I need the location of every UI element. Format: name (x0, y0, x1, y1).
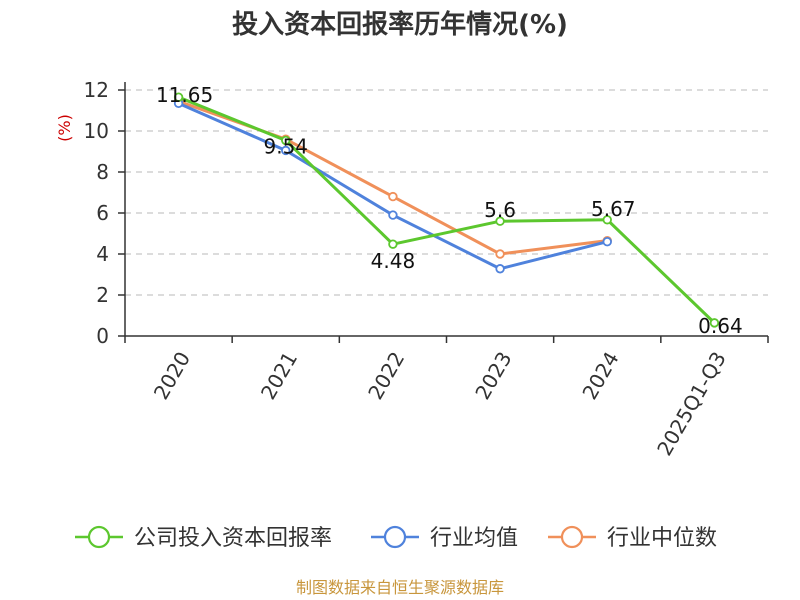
y-tick-label: 8 (96, 160, 109, 184)
legend-label: 公司投入资本回报率 (134, 526, 332, 551)
series-point-0 (281, 135, 291, 146)
legend-swatch-marker (87, 525, 111, 549)
y-tick-label: 10 (84, 119, 109, 143)
data-labels: 11.65 9.54 4.48 5.6 5.67 0.64 (156, 83, 743, 338)
x-tick-label: 2020 (149, 348, 195, 404)
x-tick-label: 2021 (256, 348, 302, 404)
y-tick-label: 0 (96, 324, 109, 348)
series-point-1 (281, 145, 291, 156)
series-layer (173, 92, 720, 328)
legend-item-1[interactable]: 行业均值 (371, 525, 518, 551)
series-point-0 (495, 216, 505, 226)
data-label: 9.54 (263, 134, 308, 158)
y-tick-label: 6 (96, 201, 109, 225)
legend-label: 行业中位数 (607, 526, 717, 551)
axes (118, 82, 769, 343)
data-label: 5.67 (591, 197, 636, 221)
y-axis-title: (%) (55, 114, 74, 142)
series-point-2 (388, 191, 398, 202)
legend-swatch-marker (383, 525, 407, 549)
series-point-1 (388, 210, 398, 220)
x-tick-label: 2024 (577, 348, 623, 404)
series-point-0 (709, 318, 720, 328)
y-tick-label: 4 (96, 242, 109, 266)
data-label: 0.64 (698, 314, 743, 338)
x-tick-labels: 2020 2021 2022 2023 2024 2025Q1-Q3 (149, 348, 731, 460)
series-line-0 (178, 95, 716, 324)
x-tick-label: 2023 (470, 348, 516, 404)
series-point-0 (173, 92, 184, 102)
y-tick-labels: 0 2 4 6 8 10 12 (84, 78, 109, 348)
series-point-0 (602, 215, 612, 225)
legend[interactable]: 公司投入资本回报率 行业均值 行业中位数 (75, 525, 717, 551)
gridlines (125, 89, 768, 296)
y-tick-label: 2 (96, 283, 109, 307)
data-label: 11.65 (156, 83, 213, 107)
chart-title: 投入资本回报率历年情况(%) (232, 9, 568, 40)
x-tick-label: 2025Q1-Q3 (652, 348, 731, 460)
data-label: 5.6 (484, 198, 516, 222)
source-footer: 制图数据来自恒生聚源数据库 (296, 578, 504, 597)
series-point-1 (602, 236, 612, 247)
legend-label: 行业均值 (430, 526, 518, 551)
y-tick-label: 12 (84, 78, 109, 102)
series-point-1 (495, 264, 505, 274)
legend-item-0[interactable]: 公司投入资本回报率 (75, 525, 332, 551)
series-point-0 (388, 239, 398, 249)
series-point-2 (495, 249, 505, 259)
legend-item-2[interactable]: 行业中位数 (548, 525, 717, 551)
data-label: 4.48 (371, 249, 416, 273)
legend-swatch-marker (560, 525, 584, 549)
x-tick-label: 2022 (363, 348, 409, 404)
